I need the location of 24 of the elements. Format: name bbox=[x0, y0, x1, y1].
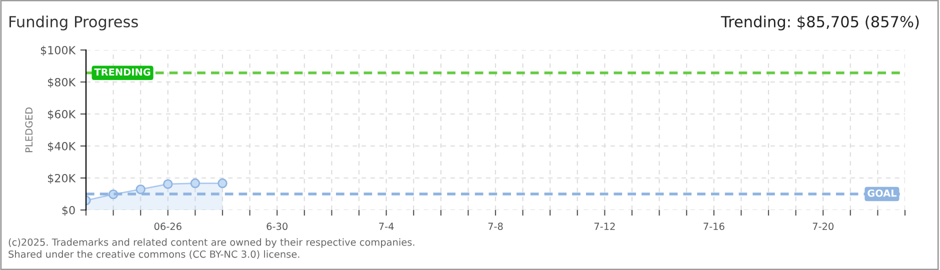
x-tick-label: 7-12 bbox=[594, 222, 615, 230]
y-tick-label: $60K bbox=[48, 110, 76, 120]
y-tick-label: $20K bbox=[48, 174, 76, 184]
y-tick-label: $40K bbox=[48, 142, 76, 152]
x-tick-label: 7-16 bbox=[704, 222, 724, 230]
ref-line-label: GOAL bbox=[868, 189, 897, 197]
chart-subtitle: Trending: $85,705 (857%) bbox=[720, 16, 919, 30]
x-tick-label: 7-8 bbox=[488, 222, 503, 230]
y-tick-label: $80K bbox=[48, 78, 76, 88]
text: (c)2025. Trademarks and related content are owned by their respective companies. bbox=[8, 238, 414, 248]
y-tick-label: $100K bbox=[40, 46, 76, 56]
point bbox=[163, 179, 173, 189]
x-tick-label: 06-26 bbox=[154, 222, 182, 230]
y-tick-label: $0 bbox=[62, 206, 75, 216]
y-axis-title: PLEDGED bbox=[25, 108, 33, 152]
point bbox=[136, 184, 146, 194]
x-tick-label: 6-30 bbox=[266, 222, 288, 230]
point bbox=[218, 178, 228, 188]
point bbox=[190, 178, 200, 188]
ref-line-label: TRENDING bbox=[94, 68, 150, 76]
chart-title: Funding Progress bbox=[10, 16, 138, 30]
x-tick-label: 7-4 bbox=[379, 222, 394, 230]
text: Shared under the creative commons (CC BY-NC 3.0) license. bbox=[8, 250, 300, 259]
x-tick-label: 7-20 bbox=[812, 222, 834, 230]
